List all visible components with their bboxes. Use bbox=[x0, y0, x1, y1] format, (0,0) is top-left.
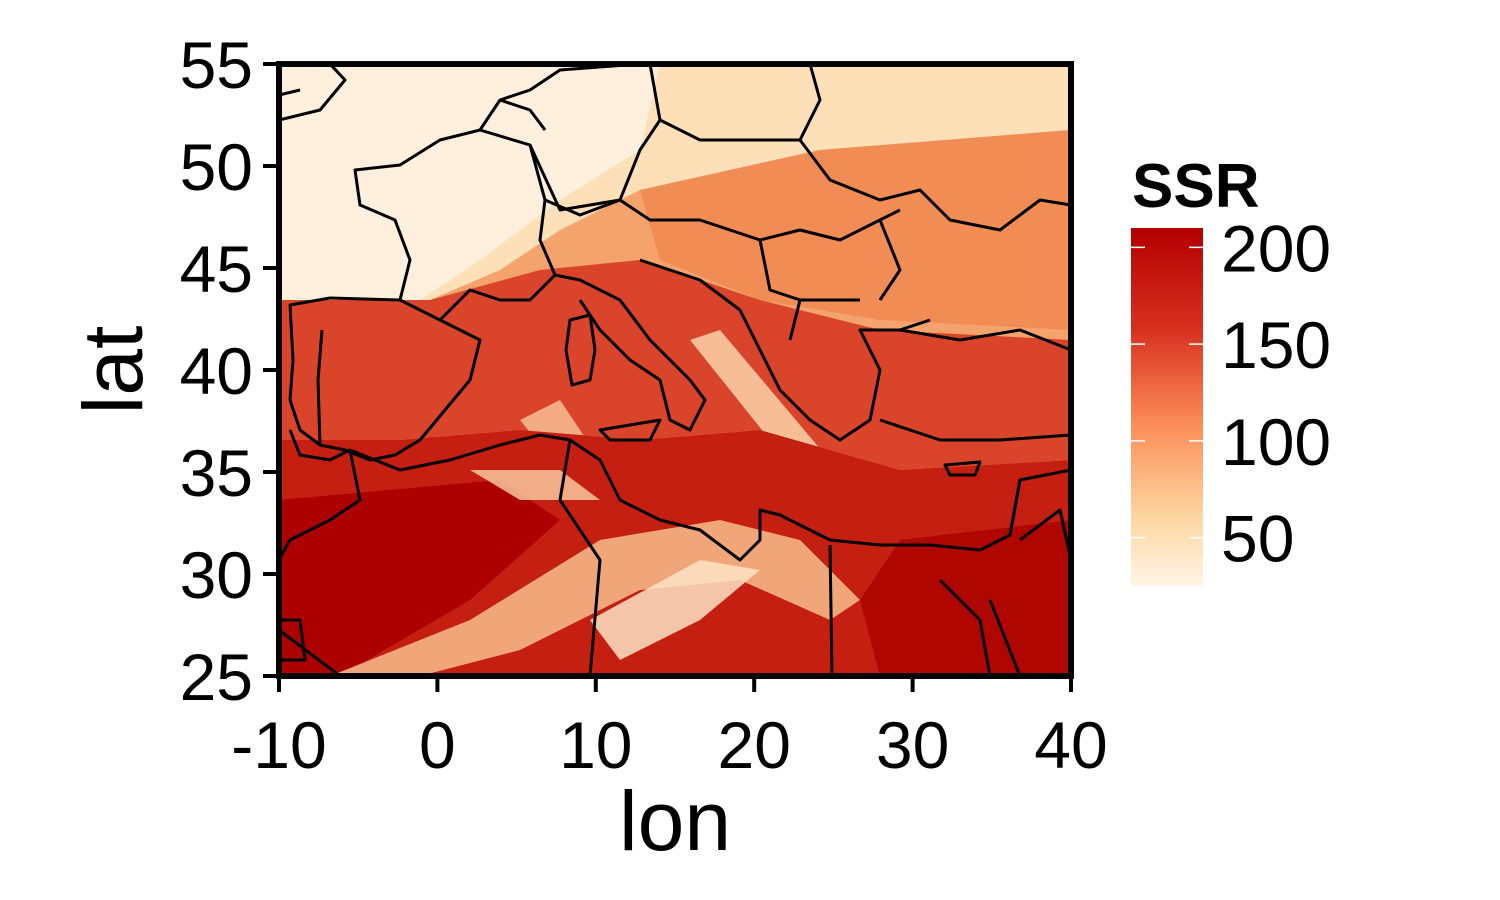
colorbar-title: SSR bbox=[1132, 152, 1259, 221]
colorbar-tick-label: 50 bbox=[1221, 502, 1294, 576]
y-tick-label: 55 bbox=[180, 28, 253, 102]
x-axis-title: lon bbox=[619, 774, 731, 868]
y-axis-title: lat bbox=[66, 326, 160, 415]
ssr-heat-field bbox=[279, 64, 1071, 676]
x-tick-label: -10 bbox=[231, 708, 326, 782]
y-tick-label: 45 bbox=[180, 232, 253, 306]
x-tick-label: 30 bbox=[876, 708, 949, 782]
colorbar-tick-label: 100 bbox=[1221, 405, 1331, 479]
y-tick-label: 50 bbox=[180, 130, 253, 204]
x-tick-label: 10 bbox=[559, 708, 632, 782]
x-axis: -10 0 10 20 30 40 bbox=[231, 676, 1108, 782]
x-tick-label: 0 bbox=[419, 708, 456, 782]
y-tick-label: 40 bbox=[180, 334, 253, 408]
y-tick-label: 25 bbox=[180, 640, 253, 714]
x-tick-label: 40 bbox=[1034, 708, 1107, 782]
y-axis: 25 30 35 40 45 50 55 bbox=[180, 28, 279, 714]
colorbar-tick-label: 150 bbox=[1221, 308, 1331, 382]
y-tick-label: 35 bbox=[180, 436, 253, 510]
colorbar-ramp bbox=[1131, 228, 1203, 586]
country-borders bbox=[279, 64, 1071, 676]
colorbar-tick-label: 200 bbox=[1221, 211, 1331, 285]
y-tick-label: 30 bbox=[180, 538, 253, 612]
colorbar-ticks: 50 100 150 200 bbox=[1131, 211, 1331, 576]
x-tick-label: 20 bbox=[717, 708, 790, 782]
colorbar: SSR 50 100 150 200 bbox=[1131, 152, 1331, 586]
